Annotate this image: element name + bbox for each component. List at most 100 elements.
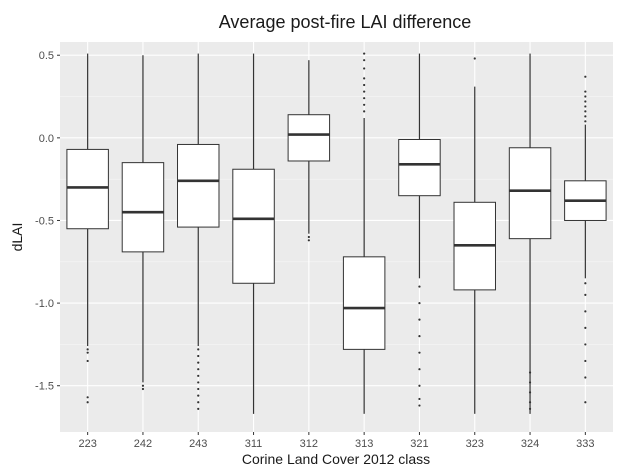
- y-tick-label: 0.5: [39, 50, 54, 62]
- box-243: [177, 53, 220, 410]
- outlier-point: [86, 351, 89, 354]
- outlier-point: [418, 335, 421, 338]
- outlier-point: [528, 401, 532, 404]
- outlier-point: [86, 401, 89, 404]
- y-tick-label: -1.5: [35, 381, 54, 393]
- x-tick-label: 311: [245, 438, 263, 450]
- outlier-point: [584, 293, 587, 296]
- outlier-point: [584, 120, 587, 123]
- outlier-point: [363, 67, 366, 70]
- outlier-point: [528, 381, 532, 384]
- y-tick-label: -0.5: [35, 215, 54, 227]
- box-333: [564, 75, 607, 404]
- outlier-point: [528, 391, 532, 394]
- y-axis-title: dLAI: [9, 223, 25, 252]
- outlier-point: [584, 115, 587, 118]
- iqr-box: [177, 143, 220, 228]
- outlier-point: [197, 374, 200, 377]
- outlier-point: [584, 310, 587, 313]
- outlier-point: [197, 407, 200, 410]
- outlier-point: [197, 401, 200, 404]
- outlier-point: [363, 59, 366, 62]
- iqr-box: [508, 147, 552, 240]
- box-313: [342, 52, 386, 414]
- outlier-point: [141, 387, 145, 391]
- x-tick-label: 323: [466, 438, 484, 450]
- outlier-point: [363, 103, 366, 106]
- outlier-point: [86, 348, 89, 351]
- outlier-point: [418, 397, 421, 401]
- outlier-point: [141, 384, 145, 387]
- box-311: [232, 53, 275, 414]
- outlier-point: [528, 407, 532, 410]
- outlier-point: [418, 318, 421, 321]
- box-321: [398, 53, 441, 407]
- outlier-point: [307, 239, 310, 242]
- outlier-point: [584, 95, 587, 98]
- outlier-point: [418, 302, 421, 305]
- outlier-point: [363, 77, 366, 80]
- iqr-box: [398, 139, 441, 197]
- outlier-point: [197, 387, 200, 391]
- outlier-point: [363, 90, 366, 93]
- y-axis: 0.5 0.0 -0.5 -1.0 -1.5: [35, 50, 60, 393]
- box-223: [66, 53, 109, 404]
- outlier-point: [418, 351, 421, 354]
- outlier-point: [86, 359, 89, 363]
- box-323: [453, 57, 496, 414]
- x-tick-label: 333: [576, 438, 594, 450]
- outlier-point: [584, 105, 587, 108]
- outlier-point: [363, 97, 366, 100]
- outlier-point: [418, 404, 421, 407]
- x-tick-label: 324: [521, 438, 539, 450]
- x-tick-label: 223: [78, 438, 96, 450]
- iqr-box: [342, 256, 386, 350]
- y-tick-label: -1.0: [35, 298, 54, 310]
- x-tick-label: 313: [355, 438, 373, 450]
- outlier-point: [473, 57, 476, 60]
- outlier-point: [197, 361, 200, 364]
- iqr-box: [121, 162, 165, 253]
- x-tick-label: 321: [410, 438, 428, 450]
- box-series: [66, 52, 607, 414]
- outlier-point: [584, 75, 587, 78]
- x-tick-label: 312: [300, 438, 318, 450]
- chart-title: Average post-fire LAI difference: [219, 12, 471, 32]
- outlier-point: [584, 90, 587, 93]
- outlier-point: [363, 83, 366, 87]
- box-312: [287, 60, 331, 242]
- y-tick-label: 0.0: [39, 133, 54, 145]
- outlier-point: [584, 343, 587, 346]
- outlier-point: [197, 368, 200, 371]
- outlier-point: [197, 394, 200, 397]
- x-axis: 223 242 243 311 312 313 321 323 324 333: [78, 432, 595, 450]
- x-tick-label: 243: [189, 438, 207, 450]
- outlier-point: [528, 371, 532, 374]
- outlier-point: [363, 52, 366, 55]
- outlier-point: [584, 401, 587, 404]
- outlier-point: [418, 285, 421, 288]
- outlier-point: [197, 381, 200, 384]
- iqr-box: [232, 168, 275, 284]
- outlier-point: [584, 376, 587, 379]
- outlier-point: [307, 235, 310, 239]
- outlier-point: [418, 368, 421, 371]
- outlier-point: [584, 359, 587, 363]
- outlier-point: [584, 326, 587, 329]
- outlier-point: [418, 384, 421, 387]
- outlier-point: [86, 396, 89, 399]
- outlier-point: [197, 354, 200, 358]
- box-242: [121, 55, 165, 391]
- outlier-point: [584, 282, 587, 285]
- box-324: [508, 53, 552, 414]
- x-tick-label: 242: [134, 438, 152, 450]
- outlier-point: [197, 348, 200, 351]
- outlier-point: [584, 110, 587, 113]
- outlier-point: [584, 100, 587, 103]
- outlier-point: [363, 110, 366, 113]
- iqr-box: [287, 114, 331, 162]
- x-axis-title: Corine Land Cover 2012 class: [242, 451, 430, 467]
- iqr-box: [66, 148, 109, 230]
